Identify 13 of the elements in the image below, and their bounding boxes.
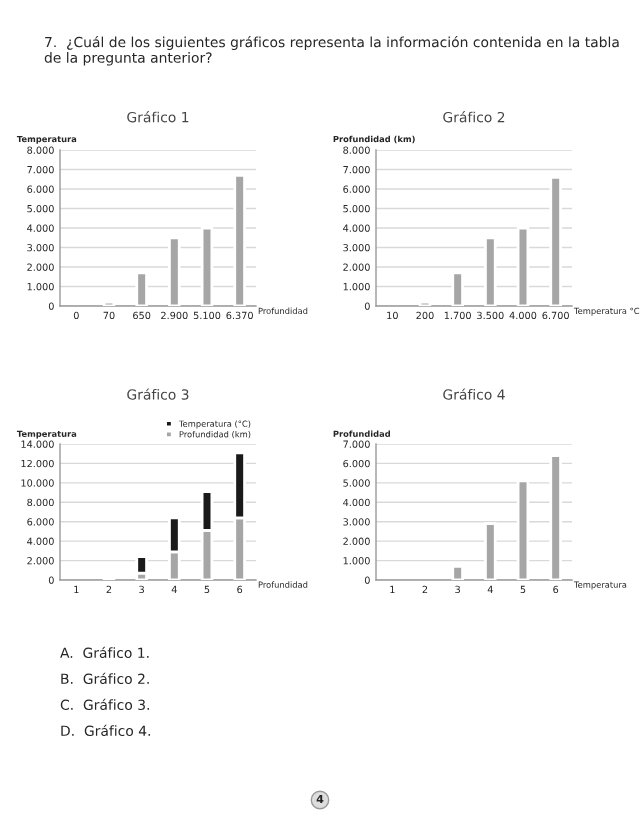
bar <box>549 175 562 306</box>
bar <box>135 271 148 306</box>
bar <box>168 236 181 306</box>
bar <box>549 454 562 580</box>
bar <box>451 565 464 580</box>
bar <box>135 555 148 575</box>
bar <box>516 479 530 580</box>
bar <box>233 173 246 306</box>
bar <box>484 522 497 580</box>
bar <box>200 226 214 306</box>
bar <box>484 236 497 306</box>
bar <box>516 226 530 306</box>
bar <box>451 271 464 306</box>
